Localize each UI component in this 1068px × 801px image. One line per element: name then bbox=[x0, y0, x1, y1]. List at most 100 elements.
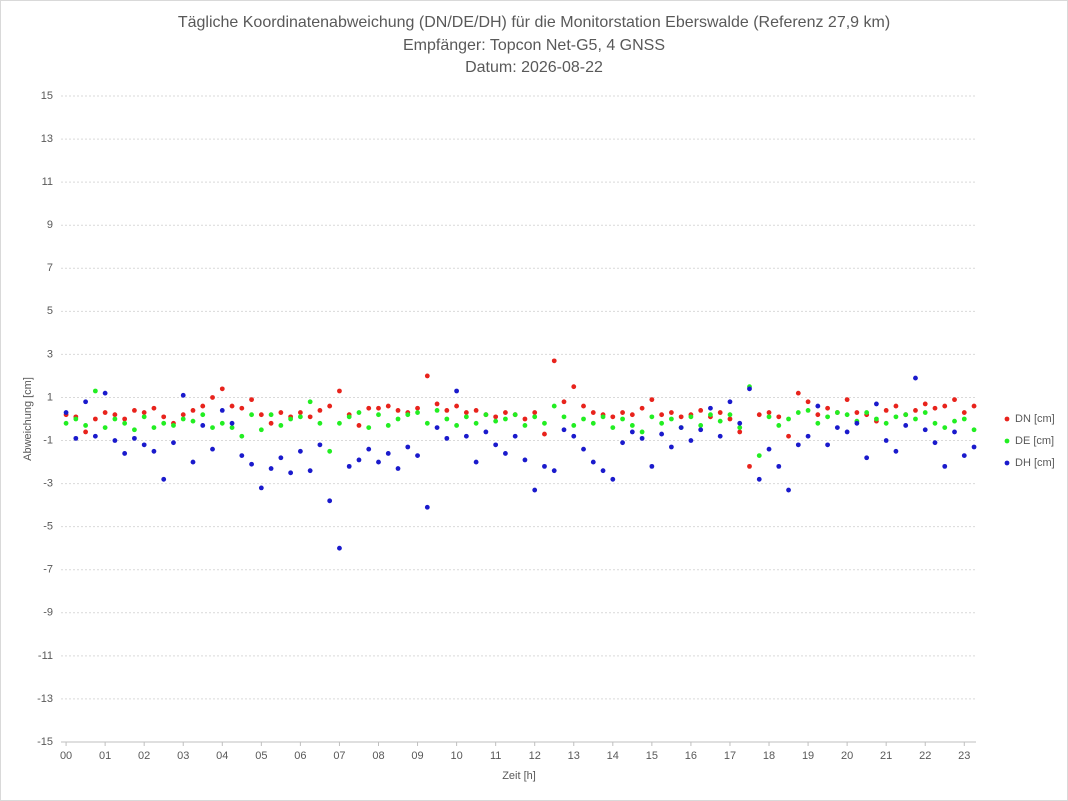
data-point bbox=[258, 412, 264, 418]
x-tick-label: 13 bbox=[568, 750, 580, 762]
y-tick-label: -3 bbox=[43, 478, 53, 490]
data-point bbox=[268, 412, 274, 418]
data-point bbox=[288, 416, 294, 422]
x-tick-label: 03 bbox=[177, 750, 189, 762]
data-point bbox=[190, 407, 196, 413]
data-point bbox=[337, 420, 342, 426]
y-tick-label: 11 bbox=[42, 176, 53, 188]
y-tick-label: 1 bbox=[47, 391, 53, 403]
data-point bbox=[249, 461, 254, 467]
data-point bbox=[825, 405, 831, 411]
data-point bbox=[512, 433, 518, 439]
data-point bbox=[376, 459, 381, 465]
data-point bbox=[844, 397, 850, 403]
data-point bbox=[668, 410, 674, 415]
data-point bbox=[112, 416, 118, 422]
data-point bbox=[795, 390, 801, 396]
data-point bbox=[776, 463, 782, 469]
data-point bbox=[737, 429, 743, 435]
data-point bbox=[415, 453, 420, 459]
data-point bbox=[239, 433, 245, 439]
data-point bbox=[581, 446, 586, 452]
data-point bbox=[581, 403, 586, 409]
data-point bbox=[717, 418, 723, 424]
data-point bbox=[346, 463, 352, 469]
data-point bbox=[63, 410, 69, 415]
data-point bbox=[278, 423, 284, 428]
data-point bbox=[708, 412, 713, 418]
data-point bbox=[805, 433, 811, 439]
data-point bbox=[629, 429, 635, 435]
data-point bbox=[795, 410, 801, 415]
data-point bbox=[415, 410, 420, 415]
data-point bbox=[307, 414, 313, 420]
data-point bbox=[756, 412, 762, 418]
data-point bbox=[385, 403, 391, 409]
data-point bbox=[327, 448, 333, 454]
data-point bbox=[444, 416, 450, 422]
data-point bbox=[717, 410, 723, 415]
y-tick-label: 9 bbox=[47, 219, 53, 231]
data-point bbox=[874, 416, 879, 422]
data-point bbox=[874, 401, 879, 407]
data-point bbox=[141, 442, 147, 448]
data-point bbox=[219, 407, 225, 413]
data-point bbox=[532, 410, 538, 415]
data-point bbox=[805, 399, 811, 405]
data-point bbox=[141, 414, 147, 420]
x-tick-label: 01 bbox=[99, 750, 111, 762]
data-point bbox=[229, 425, 235, 431]
data-point bbox=[503, 416, 508, 422]
data-point bbox=[551, 358, 557, 364]
data-point bbox=[688, 438, 694, 443]
data-point bbox=[610, 414, 616, 420]
x-tick-label: 07 bbox=[333, 750, 345, 762]
data-point bbox=[698, 423, 704, 428]
data-point bbox=[102, 410, 108, 415]
data-point bbox=[825, 442, 831, 448]
data-point bbox=[942, 403, 948, 409]
data-point bbox=[629, 423, 635, 428]
data-point bbox=[483, 429, 489, 435]
data-point bbox=[297, 414, 303, 420]
legend-marker bbox=[1004, 460, 1010, 466]
data-point bbox=[210, 425, 215, 431]
data-point bbox=[463, 433, 469, 439]
data-point bbox=[268, 466, 274, 471]
data-point bbox=[795, 442, 801, 448]
data-point bbox=[590, 410, 596, 415]
data-point bbox=[83, 423, 89, 428]
data-point bbox=[112, 438, 118, 443]
data-point bbox=[171, 423, 176, 428]
data-point bbox=[92, 433, 98, 439]
data-point bbox=[395, 416, 401, 422]
data-point bbox=[473, 459, 479, 465]
legend-label: DE [cm] bbox=[1015, 435, 1054, 447]
data-point bbox=[366, 425, 372, 431]
data-point bbox=[483, 412, 489, 418]
data-point bbox=[883, 420, 889, 426]
data-point bbox=[756, 453, 762, 459]
data-point bbox=[161, 476, 167, 482]
data-point bbox=[610, 476, 616, 482]
data-point bbox=[356, 410, 362, 415]
data-point bbox=[922, 410, 928, 415]
data-point bbox=[805, 407, 811, 413]
data-point bbox=[834, 410, 840, 415]
data-point bbox=[346, 414, 352, 420]
data-point bbox=[942, 425, 948, 431]
data-point bbox=[815, 403, 821, 409]
data-point bbox=[337, 545, 342, 551]
data-point bbox=[747, 386, 752, 392]
data-point bbox=[307, 468, 313, 474]
data-point bbox=[727, 399, 733, 405]
data-point bbox=[493, 414, 499, 420]
data-point bbox=[395, 466, 401, 471]
x-tick-label: 05 bbox=[255, 750, 267, 762]
data-point bbox=[532, 487, 538, 493]
data-point bbox=[161, 414, 167, 420]
data-point bbox=[356, 423, 362, 428]
x-tick-label: 15 bbox=[646, 750, 658, 762]
data-point bbox=[454, 403, 460, 409]
data-point bbox=[171, 440, 176, 446]
